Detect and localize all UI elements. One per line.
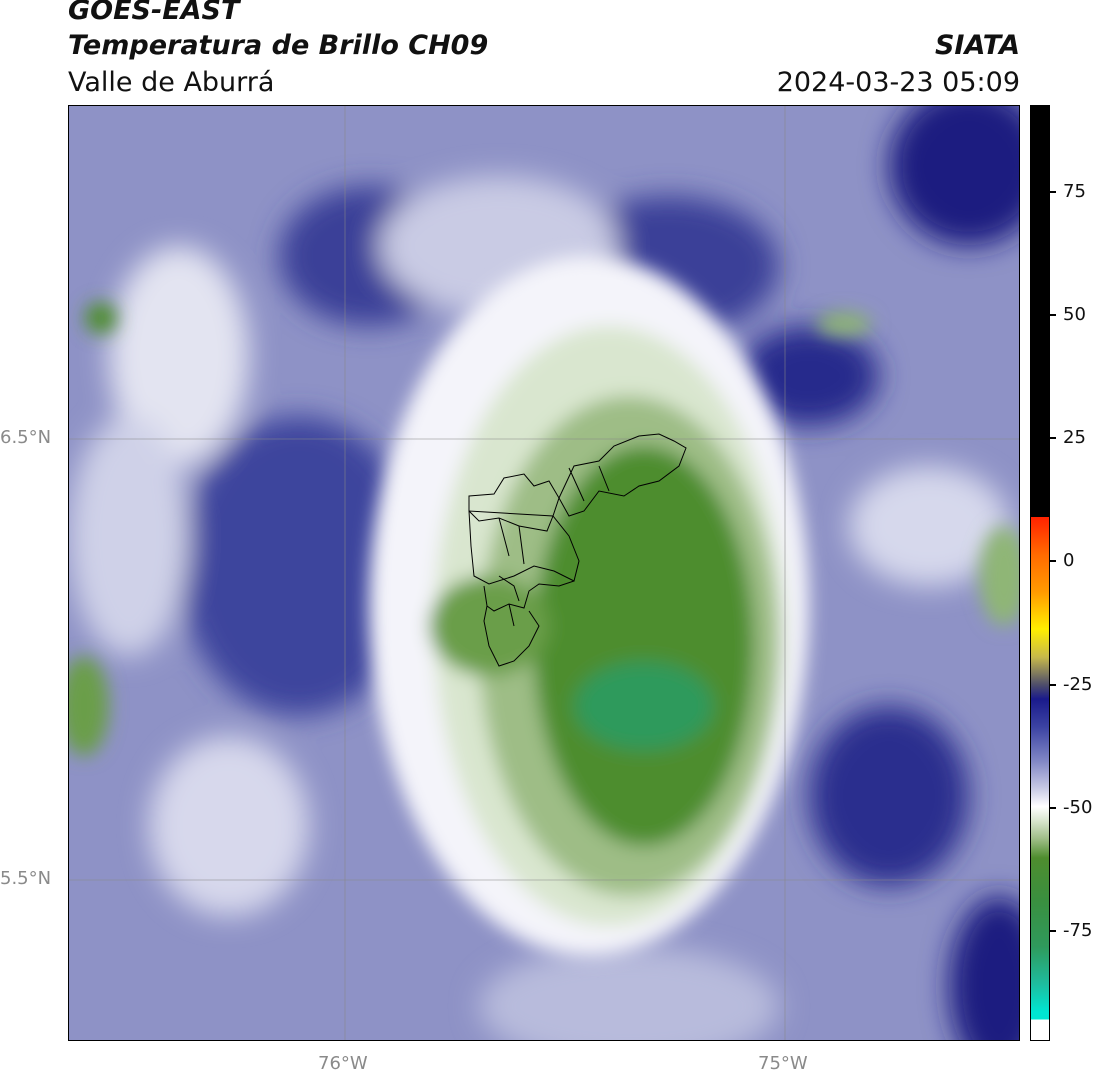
cloud-pale-e bbox=[849, 466, 1009, 586]
municipality-boundaries-ne bbox=[558, 433, 687, 517]
municipality-boundaries-central bbox=[468, 510, 580, 585]
brightness-temperature-map bbox=[68, 105, 1020, 1041]
cloud-pale-w bbox=[69, 416, 189, 656]
colorbar-label-75: 75 bbox=[1063, 181, 1086, 202]
green-spot-nw bbox=[85, 302, 117, 334]
lon-label-75: 75°W bbox=[758, 1053, 808, 1074]
region-subtitle: Valle de Aburrá bbox=[68, 67, 275, 98]
cloud-dark-se-corner bbox=[949, 896, 1019, 1040]
cloud-dark-west bbox=[179, 416, 419, 716]
municipality-boundaries-south bbox=[483, 575, 575, 667]
colorbar-label-50: 50 bbox=[1063, 304, 1086, 325]
organization-label: SIATA bbox=[934, 30, 1020, 61]
colorbar-tick-50 bbox=[1050, 314, 1056, 316]
colorbar-tick-25 bbox=[1050, 437, 1056, 439]
green-core bbox=[534, 446, 754, 846]
green-spot-ne bbox=[816, 312, 872, 336]
colorbar-tick-75 bbox=[1050, 191, 1056, 193]
cloud-pale-sw bbox=[149, 736, 309, 916]
colorbar-tick-minus-50 bbox=[1050, 807, 1056, 809]
municipality-boundaries-north bbox=[468, 473, 560, 532]
colorbar-tick-minus-25 bbox=[1050, 684, 1056, 686]
lat-label-5-5: 5.5°N bbox=[0, 868, 52, 889]
green-west-lobe bbox=[429, 576, 549, 676]
temperature-colorbar bbox=[1030, 105, 1050, 1041]
product-title: Temperatura de Brillo CH09 bbox=[68, 30, 489, 61]
lon-label-76: 76°W bbox=[318, 1053, 368, 1074]
colorbar-tick-0 bbox=[1050, 560, 1056, 562]
cloud-dark-se bbox=[809, 706, 969, 886]
green-spot-w bbox=[69, 656, 109, 756]
datetime-label: 2024-03-23 05:09 bbox=[776, 67, 1020, 98]
colorbar-label-minus-25: -25 bbox=[1063, 674, 1093, 695]
colorbar-label-minus-75: -75 bbox=[1063, 920, 1093, 941]
cloud-pale-nw bbox=[109, 246, 249, 466]
satellite-title: GOES-EAST bbox=[68, 0, 240, 26]
lat-label-6-5: 6.5°N bbox=[0, 427, 52, 448]
map-canvas bbox=[69, 106, 1019, 1040]
teal-core bbox=[574, 661, 714, 751]
colorbar-label-minus-50: -50 bbox=[1063, 797, 1093, 818]
colorbar-label-25: 25 bbox=[1063, 427, 1086, 448]
cloud-dark-east bbox=[739, 326, 879, 426]
colorbar-tick-minus-75 bbox=[1050, 930, 1056, 932]
green-spot-e bbox=[979, 526, 1019, 626]
cloud-pale-south bbox=[479, 946, 779, 1040]
colorbar-label-0: 0 bbox=[1063, 550, 1075, 571]
cloud-dark-corner bbox=[889, 106, 1019, 246]
